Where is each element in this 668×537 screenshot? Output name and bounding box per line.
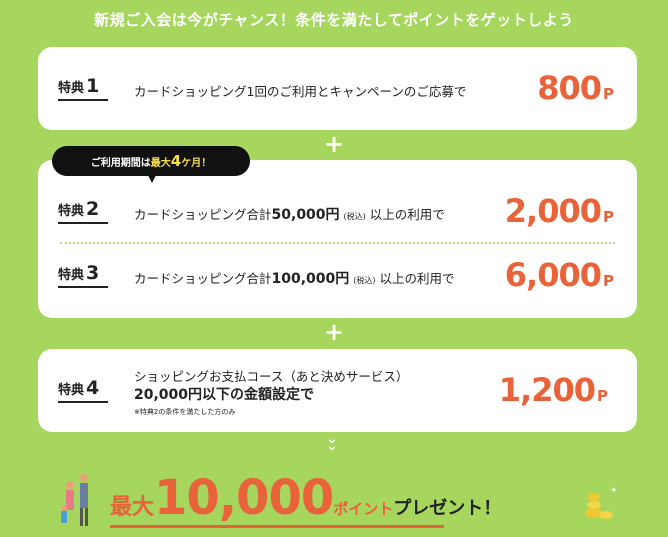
benefit-description: カードショッピング合計100,000円 (税込) 以上の利用で (134, 271, 455, 287)
benefit-label: 特典 3 (58, 262, 108, 288)
coins-icon: ✦ (585, 486, 616, 519)
benefit-card-1: 特典 1 カードショッピング1回のご利用とキャンペーンのご応募で 800 P (38, 47, 637, 130)
benefit-label: 特典 2 (58, 198, 108, 224)
page-title: 新規ご入会は今がチャンス！条件を満たしてポイントをゲットしよう (94, 11, 574, 29)
divider (60, 242, 615, 244)
usage-period-bubble: ご利用期間は最大4ケ月！ (52, 146, 250, 183)
benefit-points: 6,000 P (504, 256, 614, 294)
svg-text:✦: ✦ (610, 486, 616, 496)
benefit-card-2-3: 特典 2 カードショッピング合計50,000円 (税込) 以上の利用で 2,000… (38, 160, 637, 318)
benefit-description: カードショッピング合計50,000円 (税込) 以上の利用で (134, 207, 445, 223)
benefit-points: 800 P (537, 69, 614, 107)
double-chevron-down-icon: ⌄ ⌄ (326, 431, 338, 454)
headline-underline (110, 525, 444, 528)
benefit-points: 2,000 P (504, 192, 614, 230)
plus-icon: + (324, 318, 345, 346)
benefit-description: カードショッピング1回のご利用とキャンペーンのご応募で (134, 84, 467, 99)
plus-icon: + (324, 130, 345, 158)
total-points-headline: 最大10,000ポイントプレゼント！ (110, 470, 502, 526)
benefit-card-4: 特典 4 ショッピングお支払コース（あと決めサービス） 20,000円以下の金額設… (38, 349, 637, 432)
family-illustration-icon (61, 474, 88, 526)
benefit-label: 特典 1 (58, 75, 108, 101)
benefit-note: ※特典2の条件を満たした方のみ (134, 408, 236, 416)
benefit-label: 特典 4 (58, 377, 108, 403)
benefit-description: ショッピングお支払コース（あと決めサービス） 20,000円以下の金額設定で ※… (134, 367, 408, 419)
benefit-points: 1,200 P (498, 371, 608, 409)
